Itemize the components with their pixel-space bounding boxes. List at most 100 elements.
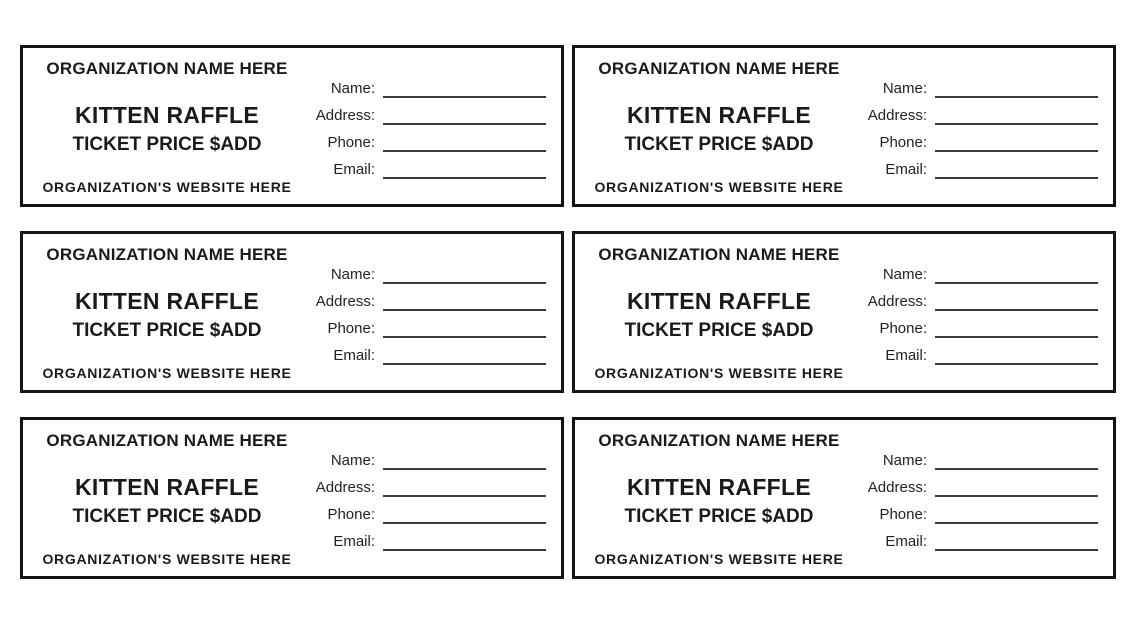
ticket-price: TICKET PRICE $ADD (72, 320, 262, 341)
email-field-row: Email: (849, 533, 1098, 551)
organization-name: ORGANIZATION NAME HERE (46, 245, 288, 264)
name-field-line (935, 83, 1098, 98)
ticket-title-block: KITTEN RAFFLE TICKET PRICE $ADD (589, 265, 849, 365)
name-field-line (383, 83, 546, 98)
organization-website: ORGANIZATION'S WEBSITE HERE (42, 551, 292, 567)
name-field-line (383, 455, 546, 470)
phone-field-line (383, 137, 546, 152)
ticket-price: TICKET PRICE $ADD (72, 506, 262, 527)
phone-field-label: Phone: (327, 319, 375, 337)
name-field-label: Name: (330, 451, 375, 469)
raffle-ticket-sheet: ORGANIZATION NAME HERE KITTEN RAFFLE TIC… (20, 45, 1116, 579)
ticket-title-block: KITTEN RAFFLE TICKET PRICE $ADD (589, 451, 849, 551)
raffle-title: KITTEN RAFFLE (626, 102, 812, 128)
email-field-label: Email: (333, 160, 375, 178)
address-field-row: Address: (849, 479, 1098, 497)
organization-website: ORGANIZATION'S WEBSITE HERE (594, 551, 844, 567)
organization-website: ORGANIZATION'S WEBSITE HERE (42, 365, 292, 381)
ticket-title-block: KITTEN RAFFLE TICKET PRICE $ADD (589, 79, 849, 179)
address-field-row: Address: (849, 293, 1098, 311)
email-field-label: Email: (885, 532, 927, 550)
ticket-title-block: KITTEN RAFFLE TICKET PRICE $ADD (37, 79, 297, 179)
raffle-ticket: ORGANIZATION NAME HERE KITTEN RAFFLE TIC… (572, 231, 1116, 393)
name-field-label: Name: (882, 265, 927, 283)
address-field-label: Address: (867, 106, 927, 124)
organization-website: ORGANIZATION'S WEBSITE HERE (42, 179, 292, 195)
ticket-form-column: Name: Address: Phone: Email: (849, 56, 1098, 196)
ticket-form-column: Name: Address: Phone: Email: (849, 242, 1098, 382)
organization-website: ORGANIZATION'S WEBSITE HERE (594, 365, 844, 381)
name-field-row: Name: (849, 452, 1098, 470)
phone-field-label: Phone: (879, 505, 927, 523)
ticket-left-column: ORGANIZATION NAME HERE KITTEN RAFFLE TIC… (37, 242, 297, 382)
name-field-line (935, 455, 1098, 470)
address-field-label: Address: (315, 292, 375, 310)
address-field-line (935, 296, 1098, 311)
raffle-title: KITTEN RAFFLE (626, 474, 812, 500)
name-field-line (935, 269, 1098, 284)
ticket-left-column: ORGANIZATION NAME HERE KITTEN RAFFLE TIC… (37, 56, 297, 196)
phone-field-label: Phone: (879, 319, 927, 337)
raffle-ticket: ORGANIZATION NAME HERE KITTEN RAFFLE TIC… (20, 45, 564, 207)
email-field-row: Email: (849, 347, 1098, 365)
organization-name: ORGANIZATION NAME HERE (598, 245, 840, 264)
name-field-row: Name: (297, 80, 546, 98)
phone-field-row: Phone: (297, 320, 546, 338)
address-field-label: Address: (867, 478, 927, 496)
raffle-ticket: ORGANIZATION NAME HERE KITTEN RAFFLE TIC… (20, 231, 564, 393)
organization-name: ORGANIZATION NAME HERE (46, 431, 288, 450)
name-field-row: Name: (849, 266, 1098, 284)
address-field-line (383, 296, 546, 311)
phone-field-row: Phone: (849, 134, 1098, 152)
raffle-title: KITTEN RAFFLE (74, 102, 260, 128)
ticket-price: TICKET PRICE $ADD (624, 134, 814, 155)
name-field-label: Name: (330, 79, 375, 97)
address-field-row: Address: (849, 107, 1098, 125)
name-field-label: Name: (330, 265, 375, 283)
email-field-line (935, 350, 1098, 365)
phone-field-row: Phone: (297, 134, 546, 152)
address-field-label: Address: (315, 478, 375, 496)
name-field-row: Name: (297, 452, 546, 470)
phone-field-line (935, 323, 1098, 338)
raffle-title: KITTEN RAFFLE (74, 474, 260, 500)
ticket-form-column: Name: Address: Phone: Email: (849, 428, 1098, 568)
ticket-title-block: KITTEN RAFFLE TICKET PRICE $ADD (37, 265, 297, 365)
raffle-title: KITTEN RAFFLE (74, 288, 260, 314)
phone-field-label: Phone: (327, 133, 375, 151)
address-field-line (383, 110, 546, 125)
address-field-line (935, 482, 1098, 497)
address-field-label: Address: (315, 106, 375, 124)
raffle-ticket: ORGANIZATION NAME HERE KITTEN RAFFLE TIC… (572, 417, 1116, 579)
ticket-title-block: KITTEN RAFFLE TICKET PRICE $ADD (37, 451, 297, 551)
email-field-label: Email: (333, 346, 375, 364)
ticket-price: TICKET PRICE $ADD (72, 134, 262, 155)
ticket-left-column: ORGANIZATION NAME HERE KITTEN RAFFLE TIC… (589, 56, 849, 196)
ticket-left-column: ORGANIZATION NAME HERE KITTEN RAFFLE TIC… (589, 242, 849, 382)
name-field-line (383, 269, 546, 284)
ticket-left-column: ORGANIZATION NAME HERE KITTEN RAFFLE TIC… (589, 428, 849, 568)
raffle-ticket: ORGANIZATION NAME HERE KITTEN RAFFLE TIC… (572, 45, 1116, 207)
phone-field-row: Phone: (849, 320, 1098, 338)
organization-name: ORGANIZATION NAME HERE (598, 59, 840, 78)
ticket-form-column: Name: Address: Phone: Email: (297, 428, 546, 568)
phone-field-line (935, 509, 1098, 524)
ticket-form-column: Name: Address: Phone: Email: (297, 242, 546, 382)
phone-field-label: Phone: (879, 133, 927, 151)
name-field-label: Name: (882, 79, 927, 97)
name-field-label: Name: (882, 451, 927, 469)
ticket-form-column: Name: Address: Phone: Email: (297, 56, 546, 196)
address-field-row: Address: (297, 479, 546, 497)
email-field-label: Email: (885, 346, 927, 364)
name-field-row: Name: (849, 80, 1098, 98)
email-field-row: Email: (297, 161, 546, 179)
organization-name: ORGANIZATION NAME HERE (598, 431, 840, 450)
email-field-label: Email: (885, 160, 927, 178)
address-field-row: Address: (297, 293, 546, 311)
address-field-line (935, 110, 1098, 125)
ticket-left-column: ORGANIZATION NAME HERE KITTEN RAFFLE TIC… (37, 428, 297, 568)
email-field-row: Email: (849, 161, 1098, 179)
raffle-title: KITTEN RAFFLE (626, 288, 812, 314)
organization-website: ORGANIZATION'S WEBSITE HERE (594, 179, 844, 195)
email-field-line (935, 164, 1098, 179)
